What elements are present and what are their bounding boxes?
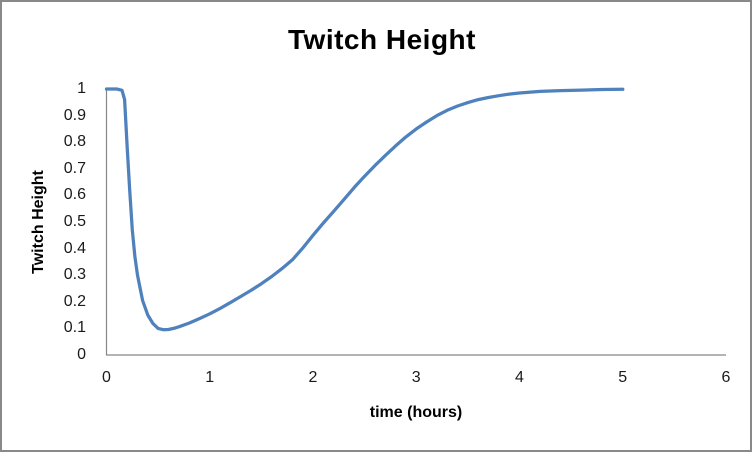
x-tick-label: 0 [102, 369, 111, 386]
y-tick-label: 0.7 [63, 159, 86, 177]
y-axis-title: Twitch Height [30, 170, 47, 274]
y-tick-label: 0.5 [63, 213, 86, 230]
y-tick-label: 0.6 [63, 186, 86, 204]
y-tick-label: 0.2 [63, 292, 86, 310]
x-tick-label: 4 [515, 369, 524, 386]
x-tick-label: 2 [308, 369, 318, 386]
y-tick-label: 0 [77, 346, 86, 363]
x-tick-label: 1 [205, 369, 215, 386]
y-tick-label: 0.8 [63, 133, 86, 151]
y-tick-label: 0.4 [63, 239, 86, 257]
x-axis-title: time (hours) [369, 404, 463, 421]
y-tick-label: 1 [77, 80, 86, 97]
y-tick-label: 0.9 [63, 106, 86, 124]
chart-title: Twitch Height [288, 24, 476, 55]
x-tick-label: 3 [411, 369, 421, 386]
twitch-height-series-line [104, 87, 625, 332]
y-tick-label: 0.3 [63, 266, 86, 284]
x-tick-label: 6 [721, 369, 731, 386]
y-tick-label: 0.1 [63, 319, 86, 337]
x-tick-label: 5 [618, 369, 628, 386]
